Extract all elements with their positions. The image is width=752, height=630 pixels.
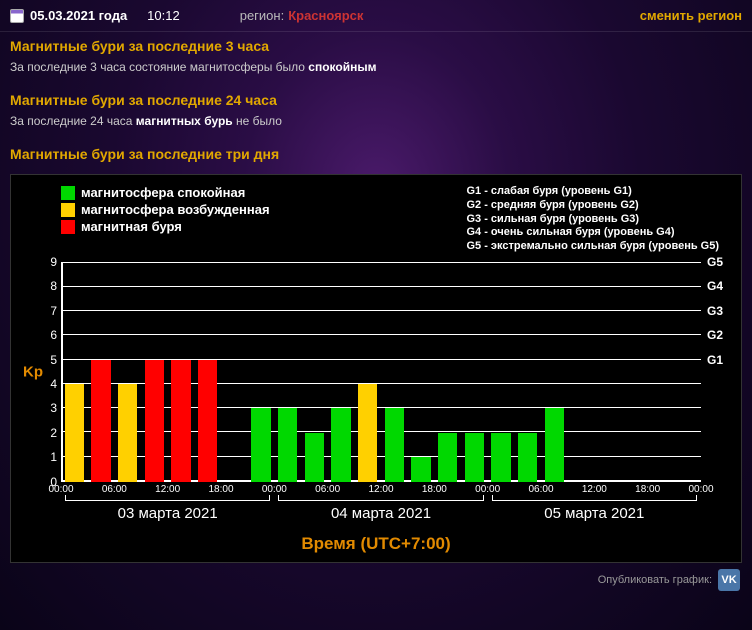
x-tick: 06:00 — [528, 484, 553, 495]
footer: Опубликовать график: VK — [0, 563, 752, 597]
g-level-line: G1 - слабая буря (уровень G1) — [466, 185, 719, 199]
g-tick: G4 — [707, 279, 723, 293]
chart-bar — [278, 408, 297, 481]
swatch-excited — [61, 203, 75, 217]
x-tick: 18:00 — [635, 484, 660, 495]
section-3h-text-bold: спокойным — [308, 60, 376, 74]
chart-bar — [465, 433, 484, 482]
legend-storm: магнитная буря — [61, 219, 270, 234]
plot-area: Kp 0123456789 G1G2G3G4G5 — [61, 262, 701, 482]
legend-storm-label: магнитная буря — [81, 219, 182, 234]
chart-bar — [305, 433, 324, 482]
y-tick: 2 — [50, 426, 57, 440]
y-tick: 6 — [50, 328, 57, 342]
section-24h-text-pre: За последние 24 часа — [10, 114, 136, 128]
g-level-legend: G1 - слабая буря (уровень G1)G2 - средня… — [466, 185, 729, 254]
chart-bar — [438, 433, 457, 482]
legend-excited: магнитосфера возбужденная — [61, 202, 270, 217]
chart-container: магнитосфера спокойная магнитосфера возб… — [10, 174, 742, 563]
calendar-icon — [10, 9, 24, 23]
x-tick: 00:00 — [48, 484, 73, 495]
chart-bar — [145, 360, 164, 482]
y-tick: 7 — [50, 304, 57, 318]
g-tick: G1 — [707, 353, 723, 367]
day-labels: 03 марта 2021 04 марта 2021 05 марта 2021 — [61, 500, 701, 528]
header-bar: 05.03.2021 года 10:12 регион: Красноярск… — [0, 0, 752, 32]
y-tick: 9 — [50, 255, 57, 269]
g-level-line: G5 - экстремально сильная буря (уровень … — [466, 240, 719, 254]
section-3h-text: За последние 3 часа состояние магнитосфе… — [10, 60, 742, 74]
chart-bar — [385, 408, 404, 481]
section-24h-title: Магнитные бури за последние 24 часа — [10, 92, 742, 108]
g-tick: G5 — [707, 255, 723, 269]
section-3h-text-pre: За последние 3 часа состояние магнитосфе… — [10, 60, 308, 74]
legend-left: магнитосфера спокойная магнитосфера возб… — [61, 185, 270, 254]
g-level-line: G4 - очень сильная буря (уровень G4) — [466, 226, 719, 240]
g-level-line: G3 - сильная буря (уровень G3) — [466, 213, 719, 227]
change-region-link[interactable]: сменить регион — [640, 8, 742, 23]
y-tick: 3 — [50, 401, 57, 415]
g-tick: G3 — [707, 304, 723, 318]
chart-bar — [65, 384, 84, 482]
y-tick: 8 — [50, 279, 57, 293]
x-tick: 00:00 — [475, 484, 500, 495]
day-label: 05 марта 2021 — [492, 500, 697, 528]
legend-row: магнитосфера спокойная магнитосфера возб… — [23, 185, 729, 254]
y-tick: 4 — [50, 377, 57, 391]
y-tick: 1 — [50, 450, 57, 464]
x-tick: 18:00 — [422, 484, 447, 495]
section-24h-text-post: не было — [233, 114, 282, 128]
x-tick: 06:00 — [102, 484, 127, 495]
section-24h-text: За последние 24 часа магнитных бурь не б… — [10, 114, 742, 128]
section-3h-title: Магнитные бури за последние 3 часа — [10, 38, 742, 54]
section-3d-title: Магнитные бури за последние три дня — [10, 146, 742, 162]
g-tick: G2 — [707, 328, 723, 342]
chart-bar — [358, 384, 377, 482]
x-tick: 00:00 — [262, 484, 287, 495]
day-label: 04 марта 2021 — [278, 500, 483, 528]
g-axis: G1G2G3G4G5 — [703, 262, 729, 482]
vk-share-icon[interactable]: VK — [718, 569, 740, 591]
legend-calm-label: магнитосфера спокойная — [81, 185, 245, 200]
x-tick: 06:00 — [315, 484, 340, 495]
region-label: регион: — [240, 8, 284, 23]
g-level-line: G2 - средняя буря (уровень G2) — [466, 199, 719, 213]
chart-bar — [91, 360, 110, 482]
section-3d: Магнитные бури за последние три дня — [0, 140, 752, 170]
header-time: 10:12 — [147, 8, 180, 23]
section-3h: Магнитные бури за последние 3 часа За по… — [0, 32, 752, 86]
chart-bar — [545, 408, 564, 481]
chart-bar — [491, 433, 510, 482]
header-date: 05.03.2021 года — [30, 8, 127, 23]
chart-bar — [331, 408, 350, 481]
section-24h-text-bold: магнитных бурь — [136, 114, 233, 128]
chart-bar — [251, 408, 270, 481]
x-tick: 12:00 — [582, 484, 607, 495]
chart-bar — [411, 457, 430, 481]
legend-excited-label: магнитосфера возбужденная — [81, 202, 270, 217]
time-axis-label: Время (UTC+7:00) — [23, 534, 729, 554]
legend-calm: магнитосфера спокойная — [61, 185, 270, 200]
y-axis: 0123456789 — [37, 262, 61, 482]
swatch-storm — [61, 220, 75, 234]
x-tick: 12:00 — [368, 484, 393, 495]
chart-bar — [198, 360, 217, 482]
y-tick: 5 — [50, 353, 57, 367]
chart-bar — [118, 384, 137, 482]
x-axis: 00:00 06:00 12:00 18:00 00:00 06:00 12:00 18:00… — [61, 482, 701, 500]
region-name: Красноярск — [288, 8, 363, 23]
chart-bar — [518, 433, 537, 482]
swatch-calm — [61, 186, 75, 200]
chart-bar — [171, 360, 190, 482]
x-tick: 00:00 — [688, 484, 713, 495]
x-tick: 12:00 — [155, 484, 180, 495]
section-24h: Магнитные бури за последние 24 часа За п… — [0, 86, 752, 140]
x-tick: 18:00 — [208, 484, 233, 495]
publish-label: Опубликовать график: — [598, 574, 712, 586]
day-label: 03 марта 2021 — [65, 500, 270, 528]
chart-bars — [61, 262, 701, 482]
